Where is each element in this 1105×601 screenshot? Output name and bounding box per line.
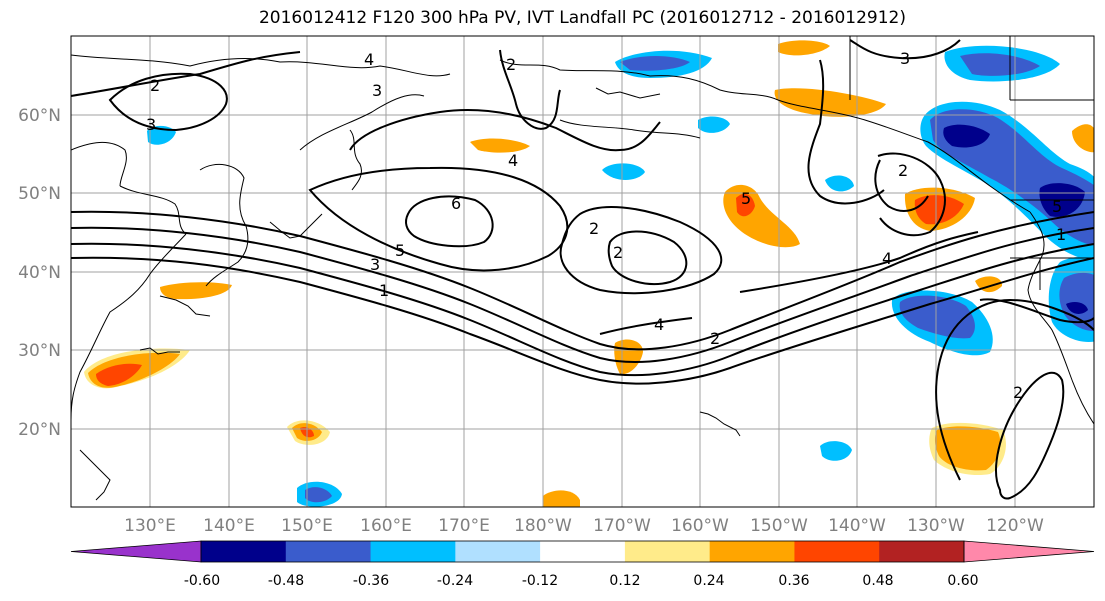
colorbar-tick-labels: -0.60 -0.48 -0.36 -0.24 -0.12 0.12 0.24 … xyxy=(184,573,979,589)
contour-label: 2 xyxy=(589,219,599,238)
lon-label: 150°W xyxy=(750,516,808,536)
map-panel: 2 3 4 3 2 3 6 5 3 1 4 2 2 4 2 2 4 5 2 5 xyxy=(70,35,1095,508)
lat-label: 20°N xyxy=(18,420,61,440)
colorbar-extend-low xyxy=(70,540,202,563)
lon-label: 130°E xyxy=(124,516,176,536)
colorbar-frame xyxy=(200,540,965,563)
colorbar-extend-high xyxy=(963,540,1095,563)
pv-contours xyxy=(71,39,1094,500)
colorbar-tick-label: -0.12 xyxy=(522,573,558,589)
lat-label: 30°N xyxy=(18,341,61,361)
contour-labels: 2 3 4 3 2 3 6 5 3 1 4 2 2 4 2 2 4 5 2 5 xyxy=(146,49,1066,402)
contour-label: 2 xyxy=(710,329,720,348)
contour-label: 3 xyxy=(370,255,380,274)
colorbar-tick-label: -0.60 xyxy=(184,573,220,589)
contour-label: 1 xyxy=(379,281,389,300)
contour-label: 1 xyxy=(1056,225,1066,244)
lon-label: 120°W xyxy=(986,516,1044,536)
contour-label: 4 xyxy=(882,249,892,268)
lon-label: 160°E xyxy=(360,516,412,536)
graticule xyxy=(71,36,1094,507)
colorbar-swatch xyxy=(201,541,287,562)
contour-label: 6 xyxy=(451,194,461,213)
lat-label: 50°N xyxy=(18,184,61,204)
colorbar xyxy=(70,540,1095,563)
colorbar-swatch xyxy=(285,541,372,562)
lon-label: 170°W xyxy=(593,516,651,536)
contour-label: 3 xyxy=(900,49,910,68)
lon-label: 140°W xyxy=(828,516,886,536)
map-title: 2016012412 F120 300 hPa PV, IVT Landfall… xyxy=(258,8,906,28)
contour-label: 5 xyxy=(395,241,405,260)
colorbar-tick-label: 0.24 xyxy=(693,573,724,589)
contour-label: 4 xyxy=(508,151,518,170)
colorbar-swatch xyxy=(879,541,965,562)
colorbar-tick-label: -0.36 xyxy=(353,573,389,589)
colorbar-tick-label: 0.60 xyxy=(947,573,978,589)
colorbar-swatch xyxy=(540,541,626,562)
contour-label: 5 xyxy=(741,189,751,208)
contour-label: 2 xyxy=(150,76,160,95)
lat-label: 40°N xyxy=(18,263,61,283)
colorbar-swatch xyxy=(370,541,456,562)
colorbar-tick-label: 0.12 xyxy=(609,573,640,589)
lon-label: 180°W xyxy=(514,516,572,536)
map-frame xyxy=(70,35,1095,508)
contour-label: 2 xyxy=(506,55,516,74)
contour-label: 4 xyxy=(364,50,374,69)
longitude-labels: 130°E 140°E 150°E 160°E 170°E 180°W 170°… xyxy=(124,516,1044,536)
colorbar-tick-label: 0.48 xyxy=(862,573,893,589)
colorbar-swatch xyxy=(709,541,795,562)
colorbar-swatch xyxy=(794,541,880,562)
lat-label: 60°N xyxy=(18,106,61,126)
colorbar-swatch xyxy=(624,541,711,562)
colorbar-tick-label: 0.36 xyxy=(778,573,809,589)
lon-label: 130°W xyxy=(907,516,965,536)
contour-label: 3 xyxy=(146,115,156,134)
lon-label: 160°W xyxy=(671,516,729,536)
ivt-shading-positive xyxy=(84,40,1094,507)
contour-label: 2 xyxy=(898,161,908,180)
lon-label: 140°E xyxy=(203,516,255,536)
contour-label: 3 xyxy=(372,81,382,100)
lon-label: 170°E xyxy=(438,516,490,536)
colorbar-swatch xyxy=(455,541,541,562)
latitude-labels: 60°N 50°N 40°N 30°N 20°N xyxy=(18,106,61,440)
contour-label: 2 xyxy=(613,243,623,262)
lon-label: 150°E xyxy=(281,516,333,536)
colorbar-tick-label: -0.24 xyxy=(437,573,473,589)
contour-label: 2 xyxy=(1013,383,1023,402)
contour-label: 5 xyxy=(1052,197,1062,216)
contour-label: 4 xyxy=(654,315,664,334)
colorbar-tick-label: -0.48 xyxy=(268,573,304,589)
